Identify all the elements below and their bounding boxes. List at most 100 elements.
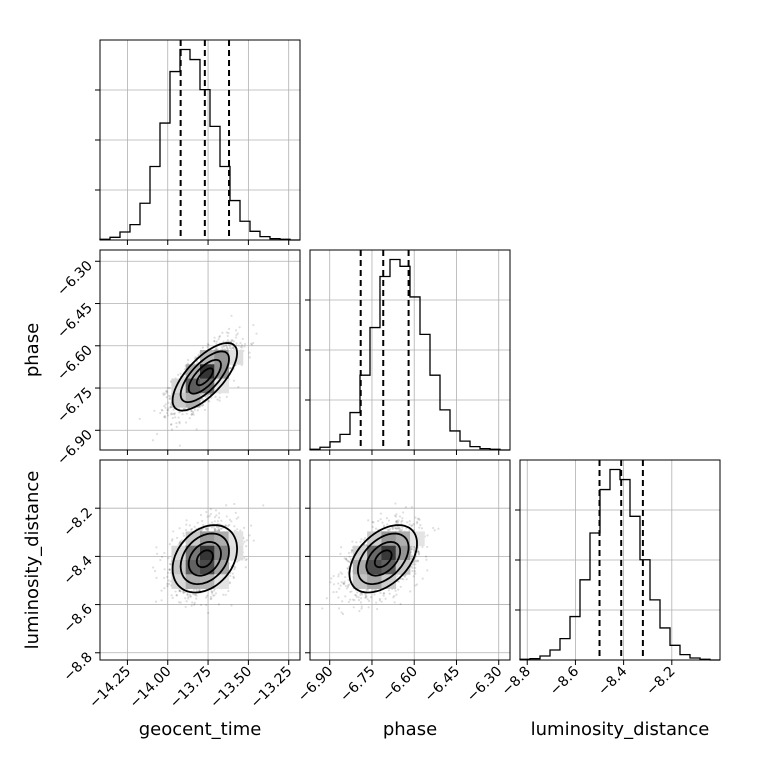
sample-point	[159, 558, 162, 562]
sample-point	[166, 411, 169, 415]
sample-point	[182, 591, 185, 594]
sample-point	[209, 507, 212, 511]
sample-point	[353, 599, 356, 602]
sample-point	[395, 527, 398, 530]
sample-point	[212, 525, 215, 528]
sample-point	[168, 568, 171, 572]
sample-point	[162, 392, 165, 395]
sample-point	[224, 524, 227, 527]
density-cell	[381, 574, 397, 589]
sample-point	[191, 601, 194, 604]
sample-point	[213, 340, 216, 343]
sample-point	[409, 546, 413, 549]
sample-point	[360, 607, 363, 610]
sample-point	[197, 589, 201, 592]
sample-point	[210, 590, 213, 593]
sample-point	[228, 518, 231, 521]
sample-point	[213, 516, 217, 519]
sample-point	[409, 590, 412, 593]
sample-point	[170, 413, 173, 416]
sample-point	[185, 519, 188, 522]
sample-point	[410, 547, 413, 550]
contour-geocent_time__luminosity_distance	[179, 532, 230, 586]
sample-point	[232, 348, 236, 351]
sample-point	[169, 395, 172, 398]
sample-point	[408, 523, 411, 526]
y-tick-label: −6.60	[54, 342, 96, 384]
sample-point	[379, 512, 382, 515]
sample-point	[211, 590, 214, 593]
x-tick-label: −13.25	[248, 664, 296, 712]
sample-point	[367, 588, 370, 591]
sample-point	[235, 333, 238, 337]
sample-point	[232, 576, 235, 580]
sample-point	[395, 519, 398, 523]
sample-point	[248, 356, 252, 359]
sample-point	[212, 594, 215, 597]
sample-point	[357, 596, 360, 599]
sample-point	[231, 346, 234, 350]
sample-point	[343, 557, 346, 560]
sample-point	[398, 515, 402, 518]
sample-point	[237, 385, 240, 389]
sample-point	[250, 524, 253, 527]
sample-point	[190, 413, 193, 416]
sample-point	[160, 589, 163, 592]
sample-point	[183, 407, 186, 410]
density-cell	[171, 392, 187, 408]
sample-point	[194, 593, 197, 596]
sample-point	[218, 396, 221, 399]
sample-point	[425, 558, 428, 561]
grid-lines	[100, 40, 720, 660]
sample-point	[155, 432, 159, 436]
sample-point	[222, 340, 225, 343]
sample-point	[335, 590, 338, 594]
sample-point	[178, 588, 181, 591]
sample-point	[155, 552, 159, 555]
sample-point	[410, 565, 413, 568]
sample-point	[201, 398, 205, 401]
sample-point	[227, 343, 231, 347]
sample-point	[169, 397, 172, 400]
sample-point	[184, 605, 187, 609]
sample-point	[179, 590, 182, 593]
x-tick-label: −6.30	[464, 664, 506, 706]
sample-point	[170, 412, 173, 415]
sample-point	[244, 342, 247, 346]
sample-point	[340, 581, 343, 584]
density-cell	[185, 574, 201, 589]
sample-point	[341, 600, 344, 603]
sample-point	[206, 594, 209, 597]
contour-geocent_time__phase	[187, 359, 222, 395]
sample-point	[173, 412, 176, 415]
sample-point	[362, 538, 366, 542]
sample-point	[232, 379, 236, 382]
sample-point	[195, 597, 198, 600]
sample-point	[410, 505, 413, 509]
sample-point	[210, 521, 214, 524]
sample-point	[214, 395, 217, 398]
sample-point	[160, 408, 163, 412]
sample-point	[220, 519, 223, 522]
sample-point	[178, 541, 181, 545]
sample-point	[179, 540, 182, 543]
sample-point	[194, 356, 197, 359]
sample-point	[235, 517, 238, 520]
sample-point	[354, 594, 358, 597]
sample-point	[185, 600, 188, 603]
x-tick-label: −6.75	[337, 664, 379, 706]
sample-point	[241, 346, 244, 349]
sample-point	[235, 342, 238, 345]
sample-point	[411, 555, 414, 558]
sample-point	[395, 515, 398, 518]
sample-point	[400, 528, 404, 532]
sample-point	[240, 344, 244, 347]
sample-point	[178, 590, 182, 593]
sample-point	[204, 527, 208, 530]
sample-point	[179, 372, 182, 375]
sample-point	[375, 607, 379, 611]
sample-point	[384, 597, 387, 600]
histogram-geocent_time	[99, 48, 300, 241]
sample-point	[215, 342, 218, 345]
